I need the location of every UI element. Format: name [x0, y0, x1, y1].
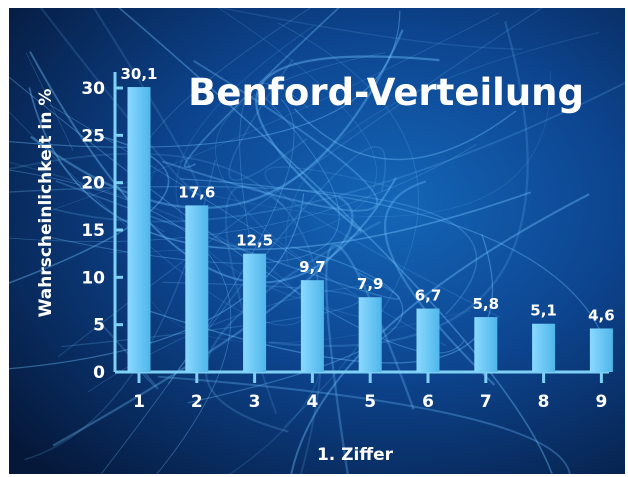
y-tick-label: 15 [81, 221, 105, 241]
fiber-strand [25, 52, 74, 151]
fiber-strand [109, 8, 377, 253]
bar [127, 87, 151, 372]
data-label: 17,6 [178, 183, 215, 201]
x-tick-label: 7 [480, 392, 492, 412]
fiber-strand [9, 152, 324, 474]
bar [474, 317, 498, 372]
chart-background [9, 8, 625, 474]
fiber-strand [215, 52, 447, 347]
data-label: 4,6 [588, 306, 615, 324]
fiber-strand [179, 178, 604, 338]
y-axis-title: Wahrscheinlichkeit in % [36, 89, 56, 318]
bar [243, 253, 267, 372]
data-label: 7,9 [357, 275, 384, 293]
fiber-strand [9, 193, 305, 370]
fiber-strand [293, 108, 517, 161]
fiber-strand [175, 25, 380, 323]
bar [416, 308, 440, 372]
bars-group [127, 87, 613, 372]
fiber-strand [53, 81, 625, 223]
x-tick-label: 1 [133, 392, 145, 412]
fiber-strand [209, 70, 551, 217]
fiber-strand [218, 8, 523, 50]
data-label: 30,1 [120, 65, 157, 83]
data-label: 5,1 [530, 302, 557, 320]
fiber-strand [87, 284, 371, 393]
labels-group: 0 5 10 15 20 25 30 1 30,1 2 17,6 3 12,5 4 9,7 5 7,9 6 6,7 7… [81, 65, 614, 412]
fiber-strand [187, 246, 404, 404]
fiber-strand [158, 375, 571, 474]
fiber-strand [118, 8, 553, 474]
x-tick-label: 2 [191, 392, 203, 412]
fiber-strand [383, 180, 496, 386]
fiber-strand [228, 58, 308, 181]
fiber-strand [205, 220, 381, 433]
x-tick-label: 4 [306, 392, 318, 412]
fiber-strand [9, 10, 401, 148]
fiber-strand [55, 180, 401, 300]
data-label: 12,5 [236, 232, 273, 250]
fiber-strand [41, 12, 500, 215]
data-label: 5,8 [473, 295, 500, 313]
x-tick-label: 5 [364, 392, 376, 412]
y-tick-label: 20 [81, 174, 105, 194]
fiber-strand [269, 21, 529, 348]
fiber-strand [100, 98, 295, 474]
data-label: 9,7 [299, 258, 326, 276]
fiber-strand [255, 55, 440, 233]
y-tick-label: 0 [93, 363, 105, 383]
x-tick-label: 6 [422, 392, 434, 412]
x-tick-label: 9 [595, 392, 607, 412]
fiber-strand [30, 29, 404, 209]
y-tick-label: 5 [93, 316, 105, 336]
fiber-strand [49, 104, 313, 270]
y-tick-label: 30 [81, 79, 105, 99]
fiber-strand [9, 169, 232, 474]
fiber-strand [264, 166, 501, 319]
fiber-strand [167, 146, 387, 385]
fiber-strand [97, 319, 159, 390]
x-tick-label: 8 [538, 392, 550, 412]
fiber-strand [239, 83, 309, 244]
data-label: 6,7 [415, 287, 442, 305]
bar [589, 328, 613, 372]
fiber-strand [29, 51, 397, 284]
fiber-strand [285, 31, 600, 266]
y-tick-label: 25 [81, 126, 105, 146]
bar [300, 280, 324, 372]
bar-chart: 0 5 10 15 20 25 30 1 30,1 2 17,6 3 12,5 4 9,7 5 7,9 6 6,7 7… [9, 8, 625, 474]
fiber-strand [183, 8, 340, 169]
chart-panel: 0 5 10 15 20 25 30 1 30,1 2 17,6 3 12,5 4 9,7 5 7,9 6 6,7 7… [9, 8, 625, 474]
x-axis-title: 1. Ziffer [317, 445, 394, 465]
fiber-strand [43, 94, 340, 264]
chart-title: Benford-Verteilung [188, 71, 584, 114]
fiber-strand [9, 144, 477, 242]
y-tick-label: 10 [81, 268, 105, 288]
bar [358, 297, 382, 372]
bar [532, 323, 556, 372]
x-tick-label: 3 [249, 392, 261, 412]
fiber-strand [277, 22, 419, 428]
bar [185, 205, 209, 372]
fiber-strand [161, 59, 379, 212]
fiber-strand [9, 185, 477, 315]
